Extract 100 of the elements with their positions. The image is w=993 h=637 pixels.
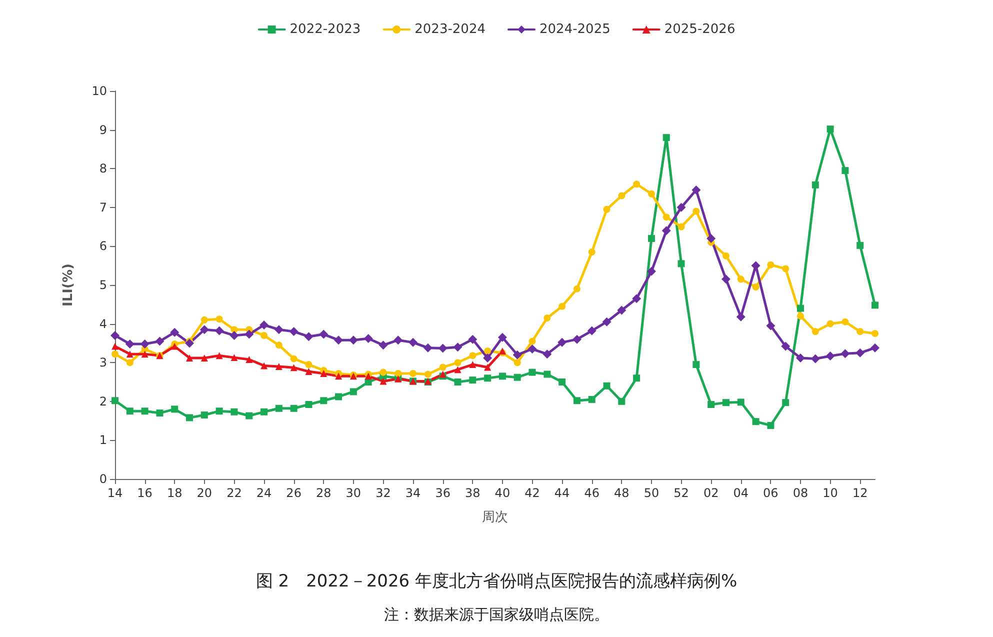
point — [782, 265, 790, 272]
point — [141, 350, 148, 358]
point — [542, 350, 552, 359]
point — [468, 334, 478, 344]
point — [737, 398, 744, 406]
point — [826, 126, 834, 133]
point — [722, 399, 730, 406]
point — [275, 362, 282, 370]
legend-label: 2022-2023 — [290, 22, 361, 37]
point — [454, 359, 462, 366]
point — [200, 325, 209, 334]
y-axis-title: ILI(%) — [61, 264, 76, 306]
point — [410, 370, 417, 377]
point — [141, 408, 148, 415]
point — [781, 342, 790, 351]
point — [514, 359, 521, 366]
point — [810, 354, 820, 364]
point — [380, 368, 387, 376]
point — [826, 352, 835, 361]
point — [484, 347, 492, 354]
point — [126, 359, 134, 366]
point — [752, 283, 760, 290]
point — [200, 411, 208, 418]
x-tick-label: 26 — [286, 486, 302, 500]
point — [305, 401, 312, 408]
y-tick-label: 10 — [92, 84, 107, 98]
point — [796, 312, 804, 320]
point — [335, 372, 342, 380]
x-tick-label: 04 — [733, 486, 749, 500]
x-tick-label: 08 — [792, 486, 808, 500]
point — [618, 398, 626, 405]
point — [632, 294, 642, 304]
point — [796, 353, 805, 362]
y-tick-label: 1 — [99, 433, 107, 448]
point — [676, 202, 686, 212]
point — [112, 350, 118, 358]
x-tick-label: 22 — [226, 486, 242, 500]
point — [453, 342, 462, 352]
point — [721, 274, 730, 284]
point — [558, 302, 566, 310]
point — [573, 397, 580, 404]
y-tick-label: 4 — [99, 316, 107, 331]
text: 图 2 2022－2026 年度北方省份哨点医院报告的流感样病例% — [256, 572, 738, 592]
point — [305, 361, 312, 368]
x-tick-label: 36 — [435, 486, 450, 500]
point — [870, 343, 880, 352]
point — [290, 355, 298, 362]
legend-label: 2024-2025 — [540, 22, 610, 37]
x-tick-label: 42 — [524, 486, 540, 500]
point — [662, 214, 670, 221]
point — [260, 362, 268, 370]
point — [438, 344, 448, 353]
x-tick-label: 46 — [584, 486, 600, 500]
point — [708, 401, 715, 408]
y-tick-label: 6 — [99, 239, 107, 254]
point — [305, 368, 312, 376]
point — [156, 410, 164, 417]
x-tick-label: 50 — [644, 486, 660, 500]
point — [692, 185, 701, 194]
point — [170, 328, 180, 337]
point — [171, 342, 178, 350]
point — [603, 206, 610, 213]
x-tick-label: 02 — [703, 486, 719, 500]
point — [320, 370, 328, 377]
y-tick-label: 8 — [99, 162, 107, 176]
point — [587, 326, 596, 336]
point — [380, 378, 387, 385]
y-tick-label: 3 — [99, 356, 107, 370]
x-tick-label: 38 — [465, 486, 480, 500]
point — [260, 332, 268, 339]
x-tick-label: 14 — [107, 486, 123, 500]
y-tick-label: 2 — [99, 394, 107, 408]
point — [378, 340, 388, 350]
point — [736, 312, 746, 322]
point — [544, 370, 551, 378]
point — [856, 348, 865, 358]
x-tick-label: 34 — [405, 486, 421, 500]
point — [394, 370, 402, 377]
point — [737, 276, 744, 283]
y-tick-label: 0 — [99, 472, 107, 486]
x-tick-label: 52 — [674, 486, 689, 500]
x-tick-label: 30 — [346, 486, 362, 500]
point — [812, 181, 819, 188]
y-tick-label: 7 — [99, 200, 107, 214]
point — [214, 326, 224, 336]
point — [186, 354, 194, 362]
point — [602, 317, 612, 326]
point — [364, 334, 373, 344]
x-tick-label: 18 — [166, 486, 182, 500]
point — [498, 372, 506, 380]
x-tick-label: 12 — [852, 486, 868, 500]
x-tick-label: 48 — [614, 486, 630, 500]
point — [335, 393, 342, 400]
point — [320, 397, 328, 404]
point — [706, 234, 716, 243]
point — [439, 364, 446, 371]
point — [558, 378, 566, 386]
point — [872, 330, 878, 337]
y-tick-label: 9 — [99, 122, 107, 137]
point — [216, 352, 223, 360]
